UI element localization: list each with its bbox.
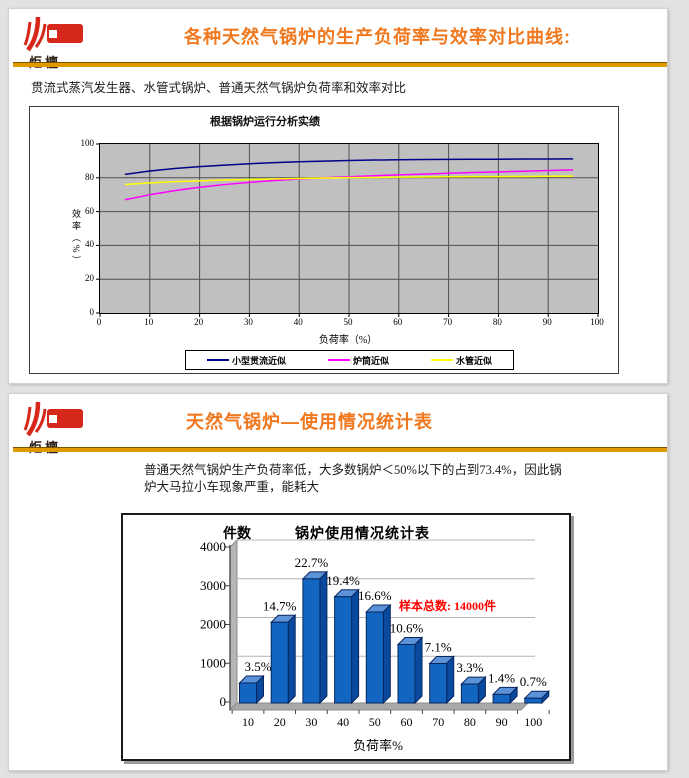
bar-30 [302,578,321,704]
legend-swatch-icon [430,359,453,361]
legend-swatch-icon [327,359,350,361]
bar-percent-label: 1.4% [488,670,515,685]
bar-percent-label: 7.1% [425,639,452,654]
x-tick-label: 80 [492,317,502,327]
y-tick-label: 80 [85,171,94,182]
x-tick-label: 30 [243,317,253,327]
legend-label: 小型贯流近似 [231,355,286,366]
sample-size-annotation: 样本总数: 14000件 [399,599,496,613]
x-category-label: 30 [305,715,317,729]
x-tick-label: 50 [343,317,353,327]
bar-chart-y-axis-label: 件数 [223,527,251,542]
bar-40 [334,596,353,704]
x-category-label: 80 [464,715,476,729]
company-logo: 炬檀 [23,399,103,455]
x-category-label: 70 [432,715,444,729]
bar-percent-label: 16.6% [358,588,392,603]
y-tick-label: 3000 [200,578,226,593]
x-category-label: 50 [369,715,381,729]
header-rule [13,62,667,67]
bar-percent-label: 22.7% [295,555,329,570]
bar-20 [270,621,289,704]
slide-2: 炬檀 天然气锅炉—使用情况统计表 普通天然气锅炉生产负荷率低，大多数锅炉＜50%… [8,393,668,771]
bar-percent-label: 0.7% [520,674,547,689]
line-chart-y-axis-label: 效率（%） [71,209,81,268]
slide2-title: 天然气锅炉—使用情况统计表 [186,412,433,432]
x-category-label: 90 [496,715,508,729]
series-line-炉筒近似 [124,169,574,201]
bar-percent-label: 14.7% [263,598,297,613]
line-chart-plot-area [96,143,599,317]
y-tick-label: 4000 [200,539,226,554]
x-category-label: 40 [337,715,349,729]
legend-label: 水管近似 [455,355,492,366]
x-tick-label: 90 [542,317,552,327]
x-tick-label: 60 [393,317,403,327]
flame-logo-icon [23,16,83,52]
legend-item: 炉筒近似 [327,354,389,367]
x-tick-label: 70 [443,317,453,327]
x-tick-label: 20 [194,317,204,327]
legend-item: 水管近似 [430,354,492,367]
usage-bar-chart: 件数 锅炉使用情况统计表 样本总数: 14000件 0 1000 2000 3000 4… [121,513,571,761]
line-chart-legend: 小型贯流近似 炉筒近似 水管近似 [185,350,514,370]
slide-1: 炬檀 各种天然气锅炉的生产负荷率与效率对比曲线: 贯流式蒸汽发生器、水管式锅炉、… [8,8,668,384]
bar-percent-label: 3.3% [456,660,483,675]
x-tick-label: 40 [293,317,303,327]
bar-chart-canvas: 0 1000 2000 3000 4000 3.5% 10 14.7% 20 22.7% 30 19.… [200,538,551,729]
bar-chart-x-axis-label: 负荷率% [353,738,403,753]
bar-80 [460,683,479,704]
bar-50 [365,611,384,704]
line-chart-canvas [96,143,599,317]
legend-label: 炉筒近似 [352,355,389,366]
legend-swatch-icon [206,359,229,361]
x-tick-label: 0 [96,317,102,327]
flame-logo-icon [23,401,83,437]
bar-60 [397,643,416,704]
slide2-body-line1: 普通天然气锅炉生产负荷率低，大多数锅炉＜50%以下的占到73.4%，因此锅 [144,463,562,477]
x-category-label: 100 [524,715,542,729]
x-category-label: 60 [401,715,413,729]
slide2-body-line2: 炉大马拉小车现象严重，能耗大 [144,480,320,494]
bar-percent-label: 3.5% [244,659,271,674]
x-category-label: 10 [242,715,254,729]
bar-percent-label: 19.4% [326,573,360,588]
line-chart-x-axis-label: 负荷率（%） [318,335,378,346]
y-tick-label: 60 [85,205,94,216]
bar-90 [492,693,511,704]
bar-chart-title: 锅炉使用情况统计表 [295,527,430,542]
y-tick-label: 1000 [200,655,226,670]
y-tick-label: 100 [80,138,95,148]
y-tick-label: 0 [89,307,95,317]
bar-percent-label: 10.6% [390,620,424,635]
header-rule [13,447,667,452]
bar-70 [429,662,448,704]
bar-10 [239,682,257,704]
series-line-小型贯流近似 [124,158,574,176]
line-chart-title: 根据锅炉运行分析实绩 [210,116,320,128]
legend-item: 小型贯流近似 [206,354,286,367]
slide1-title: 各种天然气锅炉的生产负荷率与效率对比曲线: [184,27,571,47]
y-tick-label: 0 [220,694,227,709]
y-tick-label: 2000 [200,617,226,632]
x-tick-label: 100 [590,317,604,327]
y-tick-label: 20 [85,273,94,284]
x-category-label: 20 [274,715,286,729]
y-tick-label: 40 [85,239,94,250]
company-logo: 炬檀 [23,14,103,70]
slide2-body-text: 普通天然气锅炉生产负荷率低，大多数锅炉＜50%以下的占到73.4%，因此锅 炉大… [144,462,562,496]
efficiency-line-chart: 根据锅炉运行分析实绩 效率（%） 100 80 60 40 20 0 0 10 20 30 40 50… [29,106,619,374]
series-line-水管近似 [124,175,574,186]
x-tick-label: 10 [144,317,154,327]
bar-100 [524,697,543,704]
slide1-body-text: 贯流式蒸汽发生器、水管式锅炉、普通天然气锅炉负荷率和效率对比 [31,81,407,95]
